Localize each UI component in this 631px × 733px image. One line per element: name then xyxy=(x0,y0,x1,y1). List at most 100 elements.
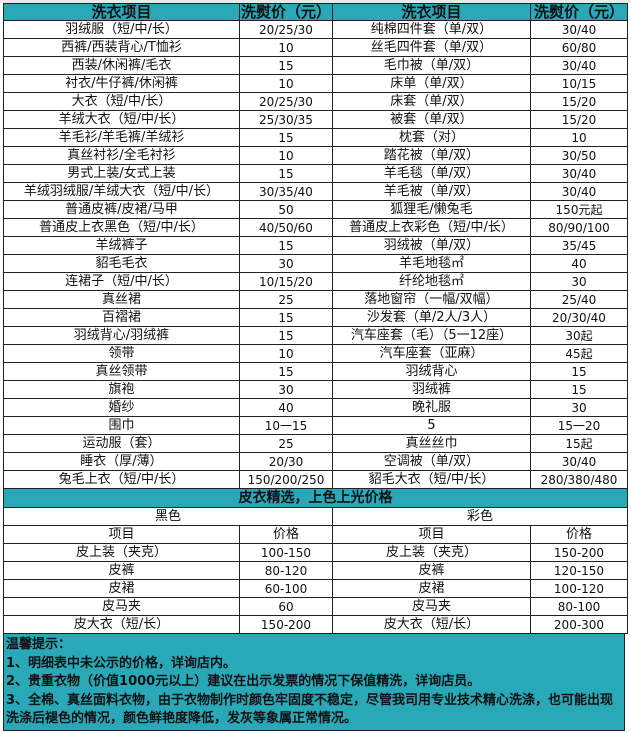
item-price: 25/30/35 xyxy=(239,110,333,129)
item-name: 5 xyxy=(332,416,531,435)
item-header: 项目 xyxy=(332,525,531,544)
table-row: 旗袍 30 羽绒裤 15 xyxy=(3,380,628,399)
item-name: 旗袍 xyxy=(3,380,240,399)
item-price: 30 xyxy=(530,272,628,291)
item-name: 皮裤 xyxy=(3,561,240,580)
leather-row: 皮马夹 60 皮马夹 80-100 xyxy=(3,597,628,616)
item-name: 西装/休闲裤/毛衣 xyxy=(3,56,240,75)
item-price: 30起 xyxy=(530,326,628,345)
item-name: 羊绒大衣（短/中/长） xyxy=(3,110,240,129)
item-name: 皮马夹 xyxy=(332,597,531,616)
item-name: 普通皮上衣黑色（短/中/长） xyxy=(3,218,240,237)
item-name: 兔毛上衣（短/中/长） xyxy=(3,470,240,489)
leather-section-title: 皮衣精选，上色上光价格 xyxy=(3,488,628,508)
item-price: 30 xyxy=(239,380,333,399)
item-name: 羊毛衫/羊毛裤/羊绒衫 xyxy=(3,128,240,147)
table-row: 羽绒服（短/中/长） 20/25/30 纯棉四件套（单/双） 30/40 xyxy=(3,20,628,39)
table-row: 兔毛上衣（短/中/长） 150/200/250 貂毛大衣（短/中/长） 280/380… xyxy=(3,470,628,489)
item-name: 床套（单/双） xyxy=(332,92,531,111)
item-price: 30 xyxy=(530,398,628,417)
item-name: 皮上装（夹克） xyxy=(3,543,240,562)
table-row: 真丝领带 15 羽绒背心 15 xyxy=(3,362,628,381)
item-name: 真丝丝巾 xyxy=(332,434,531,453)
table-row: 西装/休闲裤/毛衣 15 毛巾被（单/双） 30/40 xyxy=(3,56,628,75)
item-name: 空调被（单/双） xyxy=(332,452,531,471)
item-name: 羽绒裤 xyxy=(332,380,531,399)
item-price: 35/45 xyxy=(530,236,628,255)
item-price: 25 xyxy=(239,290,333,309)
item-price: 40 xyxy=(530,254,628,273)
item-price: 80-100 xyxy=(530,597,628,616)
item-name: 皮马夹 xyxy=(3,597,240,616)
item-name: 西裤/西装背心/T恤衫 xyxy=(3,38,240,57)
item-price: 15 xyxy=(239,236,333,255)
item-name: 羊毛被（单/双） xyxy=(332,182,531,201)
table-row: 羊绒大衣（短/中/长） 25/30/35 被套（单/双） 15/20 xyxy=(3,110,628,129)
item-name: 大衣（短/中/长） xyxy=(3,92,240,111)
table-row: 羽绒背心/羽绒裤 15 汽车座套（毛）（5一12座） 30起 xyxy=(3,326,628,345)
item-name: 真丝衬衫/全毛衬衫 xyxy=(3,146,240,165)
leather-row: 皮上装（夹克） 100-150 皮上装（夹克） 150-200 xyxy=(3,543,628,562)
item-price: 120-150 xyxy=(530,561,628,580)
leather-row: 皮裙 60-100 皮裙 100-120 xyxy=(3,579,628,598)
item-price: 20/25/30 xyxy=(239,20,333,39)
table-row: 连裙子（短/中/长） 10/15/20 纤纶地毯㎡ 30 xyxy=(3,272,628,291)
item-name: 皮裤 xyxy=(332,561,531,580)
table-row: 睡衣（厚/薄） 20/30 空调被（单/双） 30/40 xyxy=(3,452,628,471)
table-row: 婚纱 40 晚礼服 30 xyxy=(3,398,628,417)
header-item-right: 洗衣项目 xyxy=(332,3,531,21)
item-price: 20/30/40 xyxy=(530,308,628,327)
note-3: 3、全棉、真丝面料衣物，由于衣物制作时颜色牢固度不稳定，尽管我司用专业技术精心洗… xyxy=(6,692,614,727)
item-name: 普通皮裤/皮裙/马甲 xyxy=(3,200,240,219)
item-name: 围巾 xyxy=(3,416,240,435)
table-row: 貂毛毛衣 30 羊毛地毯㎡ 40 xyxy=(3,254,628,273)
item-name: 睡衣（厚/薄） xyxy=(3,452,240,471)
table-row: 羊绒羽绒服/羊绒大衣（短/中/长） 30/35/40 羊毛被（单/双） 30/40 xyxy=(3,182,628,201)
item-name: 羊毛毯（单/双） xyxy=(332,164,531,183)
item-name: 羽绒被（单/双） xyxy=(332,236,531,255)
item-name: 汽车座套（毛）（5一12座） xyxy=(332,326,531,345)
table-row: 围巾 10一15 5 15一20 xyxy=(3,416,628,435)
item-price: 150-200 xyxy=(530,543,628,562)
item-price: 150元起 xyxy=(530,200,628,219)
item-name: 纯棉四件套（单/双） xyxy=(332,20,531,39)
table-row: 羊毛衫/羊毛裤/羊绒衫 15 枕套（对） 10 xyxy=(3,128,628,147)
header-item-left: 洗衣项目 xyxy=(3,3,240,21)
item-name: 羊绒裤子 xyxy=(3,236,240,255)
top-strip xyxy=(0,0,631,3)
item-price: 30/40 xyxy=(530,452,628,471)
item-price: 100-150 xyxy=(239,543,333,562)
item-name: 羽绒服（短/中/长） xyxy=(3,20,240,39)
item-name: 皮大衣（短/长） xyxy=(332,615,531,634)
leather-title: 皮衣精选，上色上光价格 xyxy=(3,488,628,508)
item-price: 30/40 xyxy=(530,182,628,201)
table-row: 大衣（短/中/长） 20/25/30 床套（单/双） 15/20 xyxy=(3,92,628,111)
header-price-right: 洗熨价（元） xyxy=(530,3,628,21)
table-row: 男式上装/女式上装 15 羊毛毯（单/双） 30/40 xyxy=(3,164,628,183)
item-name: 狐狸毛/懒兔毛 xyxy=(332,200,531,219)
price-header: 价格 xyxy=(239,525,333,544)
item-name: 汽车座套（亚麻） xyxy=(332,344,531,363)
item-price: 15一20 xyxy=(530,416,628,435)
table-row: 真丝衬衫/全毛衬衫 10 踏花被（单/双） 30/50 xyxy=(3,146,628,165)
item-name: 落地窗帘（一幅/双幅） xyxy=(332,290,531,309)
item-price: 280/380/480 xyxy=(530,470,628,489)
item-price: 50 xyxy=(239,200,333,219)
item-name: 羽绒背心/羽绒裤 xyxy=(3,326,240,345)
item-name: 普通皮上衣彩色（短/中/长） xyxy=(332,218,531,237)
item-name: 枕套（对） xyxy=(332,128,531,147)
item-price: 10 xyxy=(530,128,628,147)
item-name: 貂毛大衣（短/中/长） xyxy=(332,470,531,489)
table-row: 衬衣/牛仔裤/休闲裤 10 床单（单/双） 10/15 xyxy=(3,74,628,93)
item-price: 60 xyxy=(239,597,333,616)
item-price: 10 xyxy=(239,344,333,363)
item-name: 羊毛地毯㎡ xyxy=(332,254,531,273)
item-name: 踏花被（单/双） xyxy=(332,146,531,165)
item-name: 被套（单/双） xyxy=(332,110,531,129)
item-price: 25 xyxy=(239,434,333,453)
item-price: 15 xyxy=(239,56,333,75)
item-price: 150-200 xyxy=(239,615,333,634)
leather-header-row: 项目 价格 项目 价格 xyxy=(3,525,628,544)
item-price: 60/80 xyxy=(530,38,628,57)
table-row: 普通皮裤/皮裙/马甲 50 狐狸毛/懒兔毛 150元起 xyxy=(3,200,628,219)
